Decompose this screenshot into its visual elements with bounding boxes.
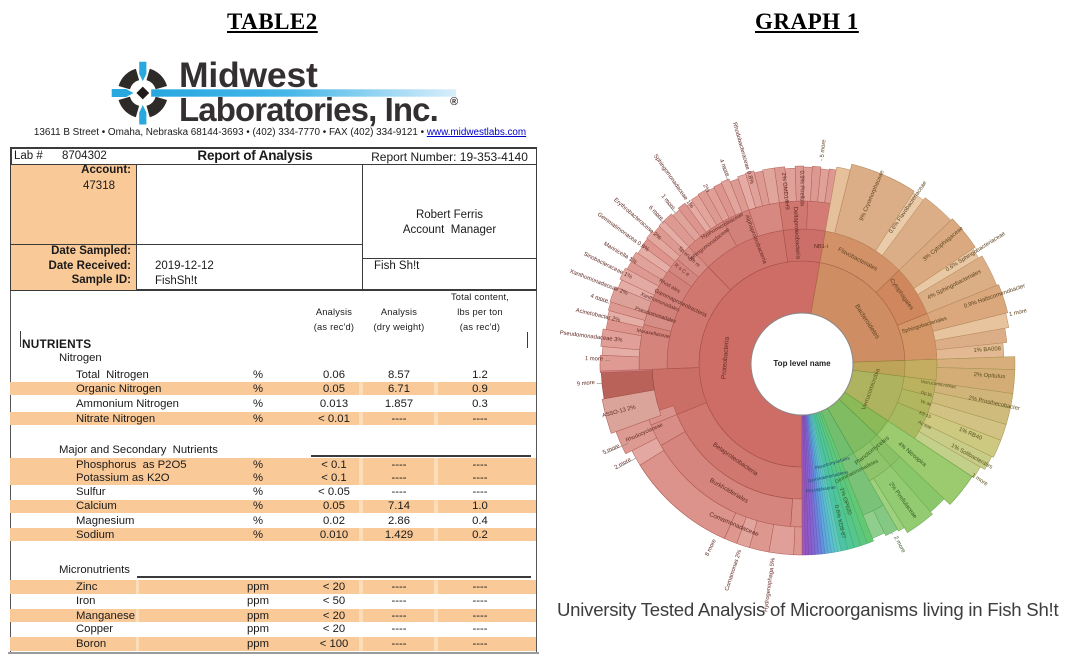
svg-text:Hydrogenophaga 5%: Hydrogenophaga 5% — [763, 558, 777, 613]
svg-text:Phycisphaerae: Phycisphaerae — [805, 484, 836, 494]
svg-text:Deltaproteobacteria: Deltaproteobacteria — [792, 207, 801, 260]
svg-text:6 more: 6 more — [647, 205, 664, 222]
svg-text:9 more: 9 more — [577, 380, 596, 388]
svg-text:Midwest: Midwest — [179, 55, 318, 95]
svg-text:Top level name: Top level name — [773, 359, 831, 368]
svg-text:®: ® — [450, 96, 458, 108]
svg-text:K5-15: K5-15 — [919, 410, 933, 420]
svg-text:Ve ae: Ve ae — [920, 398, 933, 407]
svg-text:1% BA008: 1% BA008 — [973, 346, 1001, 354]
svg-text:Laboratories, Inc.: Laboratories, Inc. — [179, 91, 438, 128]
svg-text:0.9% Pirellula: 0.9% Pirellula — [798, 171, 804, 207]
svg-text:5 more: 5 more — [602, 443, 621, 456]
svg-text:4 more: 4 more — [590, 293, 609, 304]
svg-text:2%: 2% — [701, 183, 710, 193]
svg-text:2 more: 2 more — [614, 457, 633, 471]
svg-text:1 more: 1 more — [660, 194, 676, 212]
svg-text:Ac eae: Ac eae — [917, 419, 932, 430]
svg-text:1 more: 1 more — [585, 356, 603, 362]
svg-text:Comamonas 2%: Comamonas 2% — [724, 549, 743, 592]
svg-text:NB1-i: NB1-i — [814, 244, 828, 250]
svg-text:8 more: 8 more — [705, 538, 718, 557]
svg-text:2% GMD14H9: 2% GMD14H9 — [780, 172, 790, 210]
svg-text:- 5 more: - 5 more — [819, 139, 827, 161]
svg-text:2 more: 2 more — [892, 535, 906, 554]
svg-text:2% Opitutus: 2% Opitutus — [973, 372, 1005, 380]
svg-text:Op ta: Op ta — [920, 390, 933, 398]
svg-text:1 more: 1 more — [970, 473, 988, 488]
svg-text:Erythrobacteraceae 2%: Erythrobacteraceae 2% — [612, 197, 662, 241]
svg-text:Proteobacteria: Proteobacteria — [721, 336, 731, 379]
svg-text:Sphingomonadaceae 1%: Sphingomonadaceae 1% — [652, 153, 695, 209]
svg-text:4 more: 4 more — [718, 158, 730, 177]
svg-text:Verrucomicrobiae: Verrucomicrobiae — [920, 379, 957, 390]
svg-text:1 more: 1 more — [1009, 308, 1028, 318]
